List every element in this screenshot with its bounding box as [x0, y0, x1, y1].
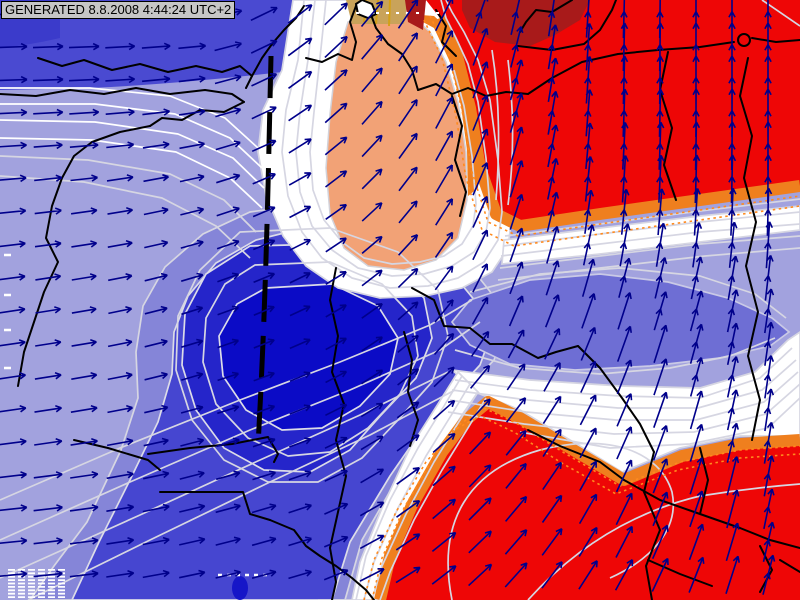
coast-france-west: [17, 125, 151, 387]
border-balkan-west: [643, 451, 661, 600]
border-dark-red-patch-2: [519, 0, 573, 33]
border-rhine: [329, 267, 347, 600]
border-czech: [411, 287, 579, 359]
border-baltic-states: [659, 51, 677, 201]
border-balkan-se: [759, 545, 773, 593]
coast-france-north: [0, 87, 245, 103]
region-warm-salmon-blob: [325, 9, 468, 271]
orange-front-strips: [374, 15, 800, 600]
coast-brittany: [149, 101, 245, 127]
region-dark-red-sliver: [405, 0, 426, 30]
border-dark-red-patch: [517, 0, 617, 51]
coast-dutch-inlets: [435, 9, 457, 57]
border-alps-1: [73, 439, 161, 471]
coast-riviera: [269, 519, 375, 600]
border-oder: [451, 95, 467, 217]
border-alps-2: [147, 436, 279, 463]
coast-netherlands: [305, 5, 357, 63]
border-bavaria: [403, 331, 419, 447]
border-hungary-1: [527, 429, 625, 481]
front-white-north-band: [501, 205, 800, 265]
border-carpathia: [577, 345, 655, 453]
coast-lagoon: [737, 33, 751, 47]
white-dashed-lines: [4, 12, 446, 577]
border-swiss-south: [159, 491, 271, 521]
coast-baltic-far: [751, 37, 800, 43]
border-corner-se: [779, 559, 800, 573]
coast-england: [37, 57, 253, 89]
border-east-long: [739, 57, 761, 441]
region-small-cold-spot: [232, 576, 248, 600]
front-white-under-tongue: [449, 330, 800, 473]
trough-dashed-line: [255, 55, 274, 447]
border-hungary-2: [623, 479, 800, 549]
generated-timestamp-label: GENERATED 8.8.2008 4:44:24 UTC+2: [1, 1, 236, 19]
region-red-south: [380, 402, 800, 600]
coast-baltic-german: [417, 83, 529, 97]
border-balkan-s: [647, 559, 713, 587]
